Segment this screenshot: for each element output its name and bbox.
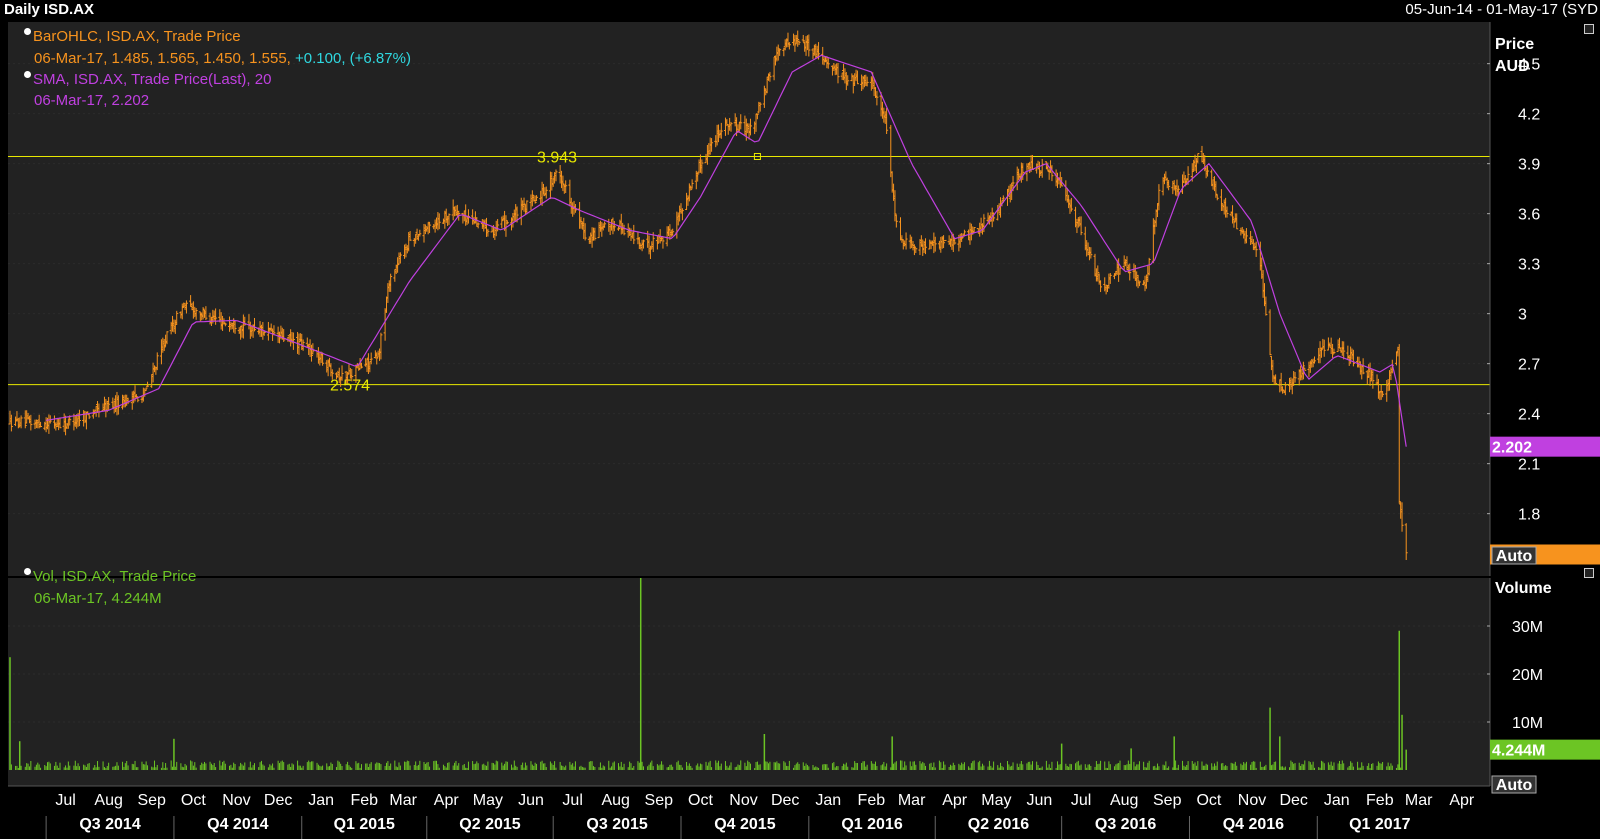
month-label: Sep xyxy=(645,792,674,809)
sma-value-badge-text: 2.202 xyxy=(1492,440,1532,457)
quarter-label: Q2 2016 xyxy=(968,816,1029,833)
month-label: Nov xyxy=(729,792,757,809)
date-range[interactable]: 05-Jun-14 - 01-May-17 (SYD xyxy=(1405,1,1598,18)
volume-values: 06-Mar-17, 4.244M xyxy=(34,590,162,607)
quarter-label: Q3 2016 xyxy=(1095,816,1156,833)
price-tick-label: 2.4 xyxy=(1518,407,1540,424)
month-label: Feb xyxy=(1366,792,1394,809)
ohlc-legend[interactable]: BarOHLC, ISD.AX, Trade Price xyxy=(24,28,241,45)
pane-maximize-icon[interactable] xyxy=(1584,568,1594,578)
month-label: Jul xyxy=(562,792,582,809)
quarter-label: Q2 2015 xyxy=(459,816,520,833)
price-tick-label: 1.8 xyxy=(1518,507,1540,524)
quarter-label: Q3 2015 xyxy=(586,816,647,833)
quarter-label: Q4 2016 xyxy=(1223,816,1284,833)
price-pane[interactable] xyxy=(8,22,1490,576)
sma-value-badge[interactable]: 2.202 xyxy=(1490,436,1600,457)
price-axis-title: Price xyxy=(1495,36,1535,53)
price-tick-label: 4.5 xyxy=(1518,57,1540,74)
volume-legend[interactable]: Vol, ISD.AX, Trade Price xyxy=(24,568,196,585)
volume-auto-scale-button[interactable]: Auto xyxy=(1491,775,1537,794)
quarter-label: Q3 2014 xyxy=(79,816,140,833)
sma-values: 06-Mar-17, 2.202 xyxy=(34,92,150,109)
bullet-icon xyxy=(24,568,31,575)
volume-tick-label: 10M xyxy=(1512,715,1543,732)
price-tick-label: 2.7 xyxy=(1518,357,1540,374)
month-label: Aug xyxy=(601,792,629,809)
month-label: Apr xyxy=(1449,792,1475,809)
volume-auto-scale-button-frame xyxy=(1491,775,1537,794)
month-label: May xyxy=(473,792,503,809)
price-auto-scale-button[interactable]: Auto xyxy=(1491,546,1537,565)
level-label-low: 2.574 xyxy=(330,378,370,395)
month-label: Apr xyxy=(942,792,968,809)
sma-line[interactable] xyxy=(46,54,1407,447)
month-label: Dec xyxy=(771,792,799,809)
ohlc-change-text: +0.100, (+6.87%) xyxy=(295,50,411,67)
price-tick-label: 4.2 xyxy=(1518,107,1540,124)
month-label: Sep xyxy=(137,792,166,809)
ohlc-values-text: 06-Mar-17, 1.485, 1.565, 1.450, 1.555, xyxy=(34,50,291,67)
level-anchor-handle[interactable] xyxy=(753,153,761,160)
pane-maximize-icon[interactable] xyxy=(1584,24,1594,34)
sma-legend[interactable]: SMA, ISD.AX, Trade Price(Last), 20 xyxy=(24,71,271,88)
level-label-high: 3.943 xyxy=(537,150,577,167)
volume-tick-label: 30M xyxy=(1512,619,1543,636)
month-label: Jan xyxy=(308,792,334,809)
month-label: Feb xyxy=(858,792,886,809)
month-label: Oct xyxy=(181,792,206,809)
volume-value-badge-bg xyxy=(1490,739,1600,760)
month-label: Jun xyxy=(1027,792,1053,809)
month-label: May xyxy=(981,792,1011,809)
month-label: Aug xyxy=(94,792,122,809)
quarter-label: Q4 2015 xyxy=(714,816,775,833)
volume-pane[interactable] xyxy=(8,578,1490,786)
month-label: Jul xyxy=(55,792,75,809)
month-label: Jan xyxy=(1324,792,1350,809)
quarter-label: Q1 2016 xyxy=(841,816,902,833)
month-label: Mar xyxy=(1405,792,1433,809)
quarter-label: Q4 2014 xyxy=(207,816,268,833)
bullet-icon xyxy=(24,28,31,35)
volume-auto-scale-button-text: Auto xyxy=(1496,777,1533,794)
month-label: Nov xyxy=(222,792,250,809)
month-label: Mar xyxy=(389,792,417,809)
chart-title: Daily ISD.AX xyxy=(4,1,95,18)
price-tick-label: 3 xyxy=(1518,307,1527,324)
price-axis-currency: AUD xyxy=(1495,58,1530,75)
month-label: Sep xyxy=(1153,792,1182,809)
price-tick-label: 3.9 xyxy=(1518,157,1540,174)
quarter-label: Q1 2017 xyxy=(1349,816,1410,833)
volume-axis-title: Volume xyxy=(1495,580,1552,597)
sma-value-badge-bg xyxy=(1490,436,1600,457)
ohlc-series-name: BarOHLC, ISD.AX, Trade Price xyxy=(33,28,241,45)
month-label: Oct xyxy=(1196,792,1221,809)
month-label: Mar xyxy=(898,792,926,809)
price-tick-label: 2.1 xyxy=(1518,457,1540,474)
month-label: Dec xyxy=(264,792,292,809)
price-auto-scale-button-frame xyxy=(1491,546,1537,565)
volume-value-badge-text: 4.244M xyxy=(1492,743,1545,760)
month-label: Jun xyxy=(518,792,544,809)
month-label: Apr xyxy=(434,792,460,809)
quarter-label: Q1 2015 xyxy=(334,816,395,833)
volume-value-badge[interactable]: 4.244M xyxy=(1490,739,1600,760)
month-label: Jan xyxy=(815,792,841,809)
month-label: Dec xyxy=(1279,792,1307,809)
month-label: Oct xyxy=(688,792,713,809)
month-label: Feb xyxy=(350,792,378,809)
month-label: Jul xyxy=(1071,792,1091,809)
price-auto-scale-button-text: Auto xyxy=(1496,548,1533,565)
bullet-icon xyxy=(24,71,31,78)
sma-series-name: SMA, ISD.AX, Trade Price(Last), 20 xyxy=(33,71,272,88)
month-label: Aug xyxy=(1110,792,1138,809)
price-tick-label: 3.3 xyxy=(1518,257,1540,274)
price-tick-label: 3.6 xyxy=(1518,207,1540,224)
month-label: Nov xyxy=(1238,792,1266,809)
ohlc-values: 06-Mar-17, 1.485, 1.565, 1.450, 1.555, +… xyxy=(34,50,411,67)
volume-tick-label: 20M xyxy=(1512,667,1543,684)
volume-series-name: Vol, ISD.AX, Trade Price xyxy=(33,568,197,585)
